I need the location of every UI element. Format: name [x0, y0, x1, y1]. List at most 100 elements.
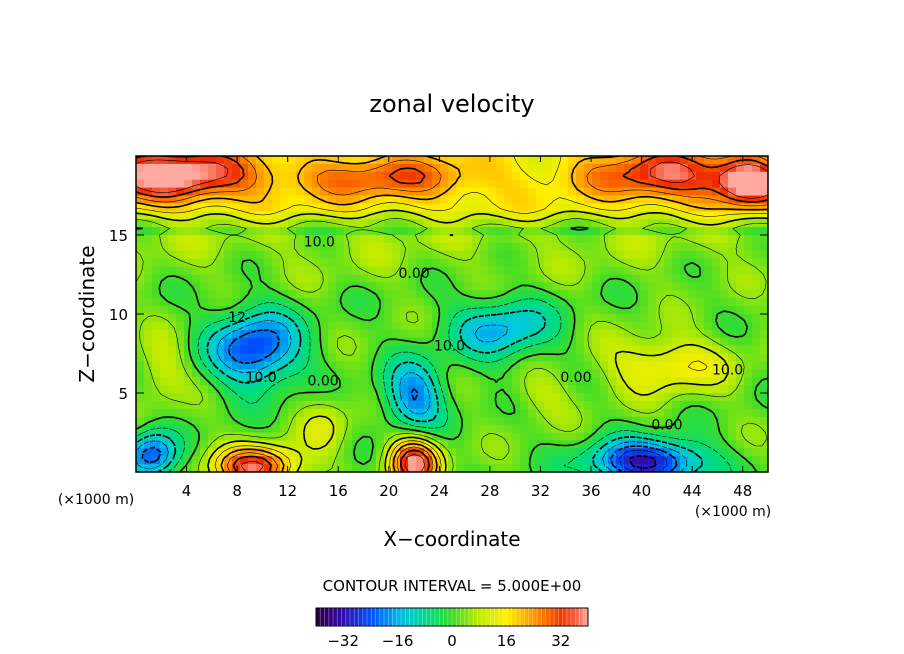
heatmap-cell [560, 163, 569, 173]
heatmap-cell [368, 321, 377, 331]
heatmap-cell [192, 432, 201, 441]
heatmap-cell [320, 432, 329, 441]
heatmap-cell [384, 187, 393, 197]
heatmap-cell [232, 227, 241, 236]
heatmap-cell [760, 258, 768, 268]
heatmap-cell [400, 393, 409, 402]
heatmap-cell [608, 432, 617, 441]
heatmap-cell [600, 456, 609, 465]
heatmap-cell [672, 321, 681, 331]
heatmap-cell [760, 353, 768, 362]
heatmap-cell [312, 408, 321, 418]
heatmap-cell [656, 163, 665, 173]
heatmap-cell [328, 187, 337, 197]
heatmap-cell [648, 187, 657, 197]
heatmap-cell [192, 195, 201, 204]
contour-line [136, 156, 768, 472]
x-tick-label: 44 [683, 482, 702, 500]
heatmap-cell [728, 219, 737, 228]
heatmap-cell [440, 227, 449, 236]
heatmap-cell [344, 242, 353, 252]
heatmap-cell [376, 211, 385, 220]
heatmap-cell [528, 400, 537, 410]
heatmap-cell [240, 385, 249, 394]
heatmap-cell [168, 179, 177, 189]
heatmap-cell [448, 408, 457, 418]
x-tick-label: 48 [733, 482, 752, 500]
heatmap-cell [152, 171, 161, 181]
heatmap-cell [536, 432, 545, 441]
heatmap-cell [376, 361, 385, 370]
heatmap-cell [216, 424, 225, 434]
heatmap-cell [512, 171, 521, 181]
heatmap-cell [688, 187, 697, 197]
heatmap-cell [232, 353, 241, 362]
heatmap-cell [704, 432, 713, 441]
heatmap-cell [352, 408, 361, 418]
heatmap-cell [344, 456, 353, 465]
heatmap-cell [528, 393, 537, 402]
heatmap-cell [304, 211, 313, 220]
heatmap-cell [528, 432, 537, 441]
heatmap-cell [712, 353, 721, 362]
heatmap-cell [136, 314, 145, 323]
heatmap-cell [448, 242, 457, 252]
heatmap-cell [544, 211, 553, 220]
heatmap-cell [680, 195, 689, 204]
heatmap-cell [760, 361, 768, 370]
heatmap-cell [536, 345, 545, 355]
heatmap-cell [616, 329, 625, 339]
colorbar-tick-label: 16 [497, 632, 516, 650]
heatmap-cell [192, 361, 201, 370]
heatmap-cell [680, 227, 689, 236]
colorbar-tick-label: −16 [382, 632, 414, 650]
heatmap-cell [320, 219, 329, 228]
heatmap-cell [736, 416, 745, 426]
heatmap-cell [656, 321, 665, 331]
heatmap-cell [744, 464, 753, 472]
heatmap-cell [744, 298, 753, 307]
heatmap-cell [152, 250, 161, 260]
heatmap-cell [664, 179, 673, 189]
heatmap-cell [360, 163, 369, 173]
heatmap-cell [560, 448, 569, 457]
heatmap-cell [256, 163, 265, 173]
heatmap-cell [696, 171, 705, 181]
heatmap-cell [384, 329, 393, 339]
heatmap-cell [368, 456, 377, 465]
heatmap-cell [392, 211, 401, 220]
heatmap-cell [520, 227, 529, 236]
heatmap-cell [352, 377, 361, 386]
heatmap-cell [368, 171, 377, 181]
heatmap-cell [616, 163, 625, 173]
heatmap-cell [448, 424, 457, 434]
heatmap-cell [592, 274, 601, 283]
heatmap-cell [168, 242, 177, 252]
heatmap-cell [272, 385, 281, 394]
heatmap-cell [320, 464, 329, 472]
heatmap-cell [384, 385, 393, 394]
heatmap-cell [496, 448, 505, 457]
heatmap-cell [760, 432, 768, 441]
heatmap-cell [584, 321, 593, 331]
heatmap-cell [544, 432, 553, 441]
heatmap-cell [304, 314, 313, 323]
heatmap-cell [464, 416, 473, 426]
heatmap-cell [560, 298, 569, 307]
heatmap-cell [456, 385, 465, 394]
heatmap-cell [600, 345, 609, 355]
heatmap-cell [624, 156, 633, 165]
heatmap-cell [296, 353, 305, 362]
heatmap-cell [648, 432, 657, 441]
heatmap-cell [248, 361, 257, 370]
heatmap-cell [640, 393, 649, 402]
heatmap-cell [616, 424, 625, 434]
heatmap-cell [408, 282, 417, 291]
heatmap-cell [648, 250, 657, 260]
heatmap-cell [352, 345, 361, 355]
heatmap-cell [696, 329, 705, 339]
heatmap-cell [224, 385, 233, 394]
heatmap-cell [752, 432, 761, 441]
x-tick-label: 36 [581, 482, 600, 500]
heatmap-cell [656, 432, 665, 441]
